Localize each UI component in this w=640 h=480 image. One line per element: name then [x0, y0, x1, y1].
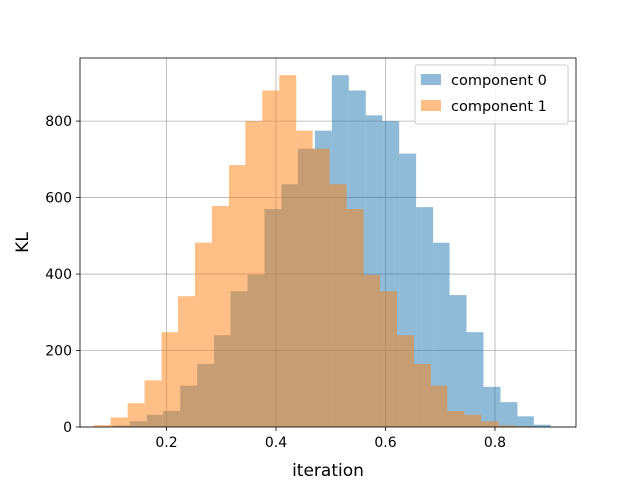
histogram-bar-component-1 — [161, 332, 178, 427]
histogram-bar-component-0 — [433, 242, 450, 427]
histogram-bar-component-1 — [464, 414, 482, 427]
histogram-bar-component-0 — [466, 332, 484, 427]
histogram-bar-component-1 — [346, 209, 364, 427]
histogram-bar-component-0 — [500, 402, 518, 427]
histogram-bar-component-1 — [481, 421, 499, 427]
x-tick-label: 0.8 — [484, 435, 506, 451]
y-tick-label: 600 — [45, 191, 72, 207]
plot-frame — [79, 57, 577, 428]
histogram-bar-component-1 — [296, 130, 313, 428]
histogram-bar-component-1 — [177, 296, 195, 427]
histogram-bar-component-1 — [447, 410, 465, 427]
histogram-bar-component-1 — [228, 165, 246, 427]
histogram-bar-component-1 — [430, 385, 448, 427]
x-tick-label: 0.4 — [265, 435, 287, 451]
histogram-bar-component-1 — [363, 274, 381, 427]
histogram-bar-component-1 — [413, 363, 431, 427]
histogram-bar-component-1 — [93, 425, 111, 427]
y-axis-label: KL — [13, 232, 33, 253]
histogram-bar-component-1 — [262, 90, 280, 427]
histogram-bar-component-1 — [396, 335, 414, 427]
histogram-bar-component-1 — [245, 121, 263, 427]
bars-layer — [93, 75, 551, 428]
histogram-bar-component-0 — [449, 295, 467, 427]
legend-swatch-component-1 — [421, 100, 441, 111]
histogram-bar-component-0 — [483, 386, 501, 427]
legend-swatch-component-0 — [421, 74, 441, 85]
histogram-bar-component-1 — [312, 148, 330, 427]
y-tick-label: 400 — [45, 267, 72, 283]
histogram-bar-component-1 — [194, 242, 212, 427]
histogram-bar-component-1 — [498, 425, 515, 427]
x-axis-label: iteration — [292, 461, 364, 480]
y-tick-label: 0 — [63, 420, 72, 436]
histogram-bar-component-1 — [144, 380, 162, 427]
histogram-bar-component-0 — [533, 424, 551, 427]
y-tick-label: 200 — [45, 344, 72, 360]
x-tick-label: 0.6 — [374, 435, 396, 451]
histogram-bar-component-1 — [329, 184, 347, 427]
legend: component 0 component 1 — [414, 64, 569, 125]
histogram-bar-component-0 — [517, 416, 534, 427]
histogram-bar-component-1 — [127, 403, 145, 427]
legend-label-component-1: component 1 — [451, 99, 547, 115]
histogram-bar-component-1 — [279, 75, 297, 428]
histogram-bar-component-1 — [110, 417, 128, 427]
histogram-bar-component-1 — [211, 205, 229, 427]
x-tick-label: 0.2 — [155, 435, 177, 451]
histogram-bar-component-1 — [380, 291, 397, 427]
legend-label-component-0: component 0 — [451, 73, 547, 89]
y-tick-label: 800 — [45, 114, 72, 130]
ticks-layer: 0.2 0.4 0.6 0.8 0 200 400 600 800 — [45, 114, 506, 451]
legend-box — [414, 64, 569, 125]
